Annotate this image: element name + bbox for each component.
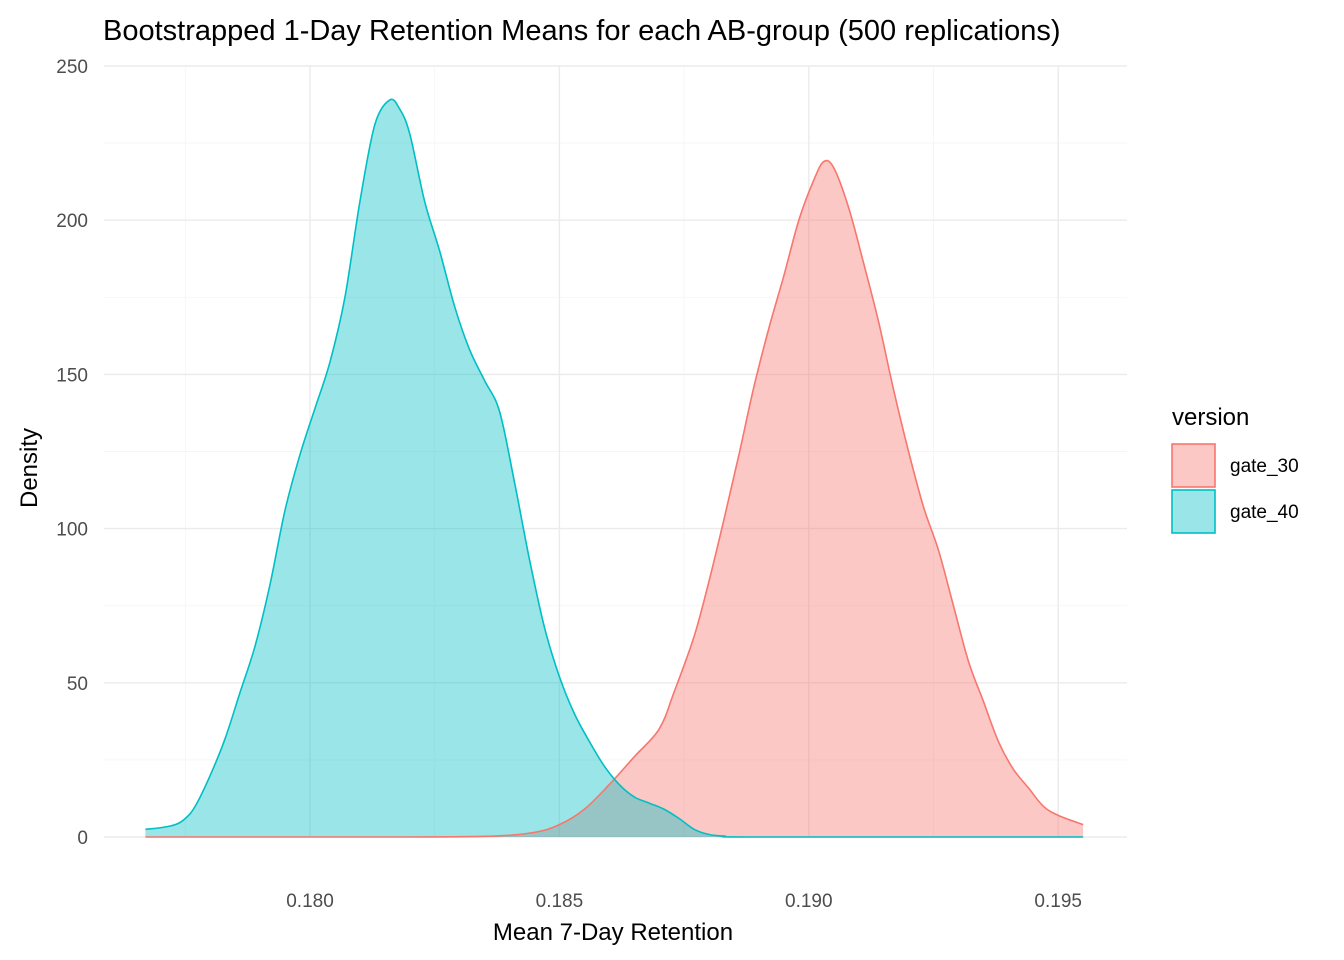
y-tick-label: 100: [56, 520, 88, 541]
legend-label-gate-40: gate_40: [1230, 502, 1299, 523]
legend-title: version: [1172, 404, 1249, 431]
y-tick-label: 250: [56, 57, 88, 78]
x-tick-label: 0.195: [1034, 891, 1082, 912]
y-tick-label: 0: [77, 828, 88, 849]
x-tick-label: 0.185: [536, 891, 584, 912]
legend-key-gate-30: [1171, 443, 1216, 488]
density-areas: [145, 99, 1084, 838]
x-tick-label: 0.190: [785, 891, 833, 912]
legend-label-gate-30: gate_30: [1230, 456, 1299, 477]
y-axis-ticks: 0 50 100 150 200 250: [56, 57, 88, 849]
density-line-gate-40: [145, 98, 1084, 838]
density-area-gate-40: [145, 99, 1084, 838]
y-tick-label: 50: [67, 674, 88, 695]
x-tick-label: 0.180: [286, 891, 334, 912]
density-line-gate-30: [145, 159, 1084, 838]
y-tick-label: 200: [56, 211, 88, 232]
x-axis-title: Mean 7-Day Retention: [493, 919, 733, 946]
y-axis-title: Density: [16, 428, 43, 508]
x-axis-ticks: 0.180 0.185 0.190 0.195: [286, 891, 1082, 912]
density-lines: [145, 98, 1084, 838]
chart-title: Bootstrapped 1-Day Retention Means for e…: [103, 15, 1061, 47]
density-area-gate-30: [145, 160, 1084, 838]
legend-key-gate-40: [1171, 489, 1216, 534]
legend: version gate_30 gate_40: [1171, 404, 1299, 534]
y-tick-label: 150: [56, 365, 88, 386]
